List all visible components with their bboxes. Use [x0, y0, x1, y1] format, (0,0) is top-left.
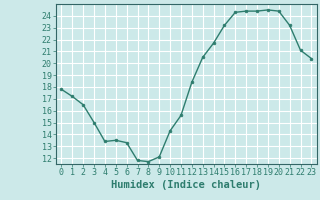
- X-axis label: Humidex (Indice chaleur): Humidex (Indice chaleur): [111, 180, 261, 190]
